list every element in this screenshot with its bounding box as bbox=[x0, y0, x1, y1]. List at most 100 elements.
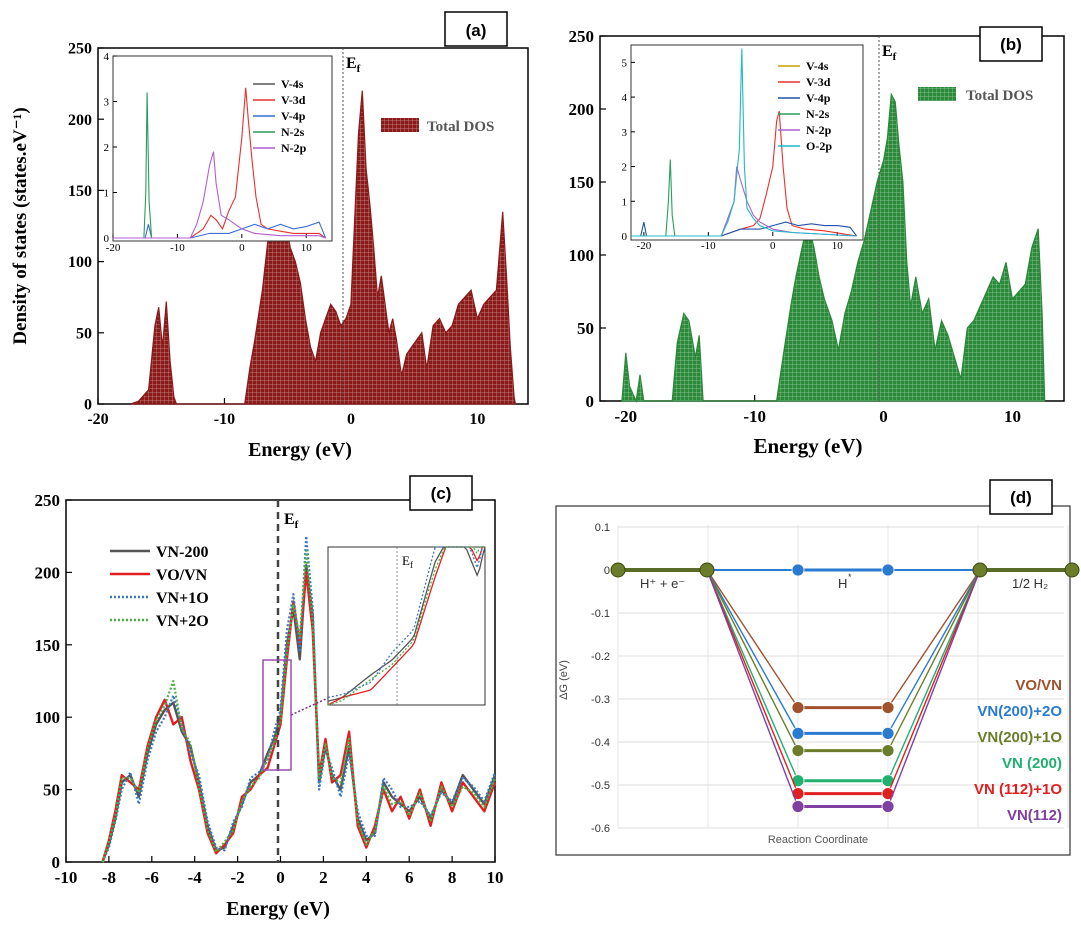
x-tick-label: 10 bbox=[469, 411, 485, 428]
inset-x-tick-label: -20 bbox=[637, 240, 652, 252]
inset-y-tick-label: 3 bbox=[622, 127, 628, 139]
y-tick-label: -0.3 bbox=[591, 694, 610, 706]
legend-label: VN+2O bbox=[156, 613, 209, 630]
path-vn-112-1o-marker bbox=[881, 787, 895, 800]
path-vn-112--marker bbox=[881, 800, 895, 813]
x-tick-label: -4 bbox=[188, 868, 203, 887]
inset-y-tick-label: 3 bbox=[104, 97, 110, 109]
panel-b-inset-legend: V-4s V-3d V-4p N-2s N-2p O-2p bbox=[778, 59, 832, 153]
label-product: 1/2 H₂ bbox=[1012, 576, 1048, 591]
panel-b-fermi-label: Ef bbox=[882, 43, 897, 63]
panel-d-plot: 0.1 0 -0.1 -0.2 -0.3 -0.4 -0.5 -0.6 ΔG (eV) React… bbox=[558, 522, 1080, 846]
path-vo-vn-marker bbox=[881, 701, 895, 714]
y-tick-label: 100 bbox=[68, 254, 92, 271]
inset-x-tick-label: -10 bbox=[170, 242, 185, 254]
x-tick-label: 0 bbox=[347, 411, 355, 428]
y-tick-label: 150 bbox=[569, 173, 595, 192]
inset-series bbox=[327, 546, 485, 706]
panel-d-label-box bbox=[989, 479, 1053, 515]
y-tick-label: 200 bbox=[35, 563, 61, 582]
y-tick-label: 0.1 bbox=[595, 522, 610, 534]
path-vn-112-1o-marker bbox=[791, 787, 805, 800]
path-vn-112--marker bbox=[791, 800, 805, 813]
y-tick-label: 200 bbox=[68, 112, 92, 129]
legend-label: VN (200) bbox=[1002, 755, 1062, 772]
panel-c-xlabel: Energy (eV) bbox=[226, 898, 330, 920]
y-tick-label: -0.4 bbox=[591, 737, 610, 749]
panel-c-label: (c) bbox=[431, 484, 452, 503]
y-tick-label: 250 bbox=[35, 491, 61, 510]
y-tick-label: 150 bbox=[35, 636, 61, 655]
inset-series-n-2p bbox=[631, 166, 857, 237]
panel-a-ylabel: Density of states (states.eV⁻¹) bbox=[10, 107, 31, 344]
path-vo-vn-marker bbox=[791, 701, 805, 714]
x-tick-label: -10 bbox=[743, 407, 766, 426]
y-tick-label: 50 bbox=[577, 319, 594, 338]
x-tick-label: 4 bbox=[362, 868, 371, 887]
legend-label: VN(112) bbox=[1007, 807, 1062, 824]
inset-y-tick-label: 1 bbox=[622, 196, 628, 208]
total-dos-area bbox=[621, 92, 1046, 404]
panel-a-legend-label: Total DOS bbox=[427, 119, 494, 135]
total-dos-area bbox=[130, 90, 517, 405]
inset-y-tick-label: 4 bbox=[104, 51, 110, 63]
panel-b-legend-swatch bbox=[918, 87, 956, 101]
y-tick-label: -0.6 bbox=[591, 823, 610, 835]
x-tick-label: -20 bbox=[614, 407, 637, 426]
panel-b-xlabel: Energy (eV) bbox=[753, 434, 862, 458]
y-tick-label: 0 bbox=[52, 853, 61, 872]
panel-c-inset-fermi-label: Ef bbox=[402, 553, 413, 570]
panel-c-inset-lines bbox=[327, 546, 486, 706]
y-tick-label: 200 bbox=[569, 100, 595, 119]
endpoint-marker bbox=[972, 562, 988, 578]
x-tick-label: -20 bbox=[87, 411, 108, 428]
legend-label: VN(200)+1O bbox=[977, 729, 1062, 746]
inset-y-tick-label: 2 bbox=[104, 142, 110, 154]
path-vn-200-2o-marker bbox=[791, 727, 805, 740]
inset-legend-label: N-2p bbox=[806, 123, 832, 137]
x-tick-label: 10 bbox=[487, 868, 504, 887]
x-tick-label: -10 bbox=[214, 411, 235, 428]
inset-legend-label: V-4s bbox=[806, 59, 829, 73]
panel-d: 0.1 0 -0.1 -0.2 -0.3 -0.4 -0.5 -0.6 ΔG (eV) React… bbox=[555, 479, 1080, 856]
inset-x-tick-label: 0 bbox=[239, 242, 245, 254]
inset-legend-label: O-2p bbox=[806, 139, 832, 153]
legend-label: VO/VN bbox=[1015, 677, 1062, 694]
inset-series-v-3d bbox=[113, 87, 326, 239]
inset-y-tick-label: 0 bbox=[622, 231, 628, 243]
legend-label: VN-200 bbox=[156, 544, 208, 561]
x-tick-label: 8 bbox=[448, 868, 457, 887]
x-tick-label: -6 bbox=[145, 868, 159, 887]
x-tick-label: 6 bbox=[405, 868, 414, 887]
legend-label: VN(200)+2O bbox=[977, 703, 1062, 720]
panel-c-label-box bbox=[409, 475, 473, 511]
y-axis-label: ΔG (eV) bbox=[558, 660, 570, 700]
inset-series-v-3d bbox=[631, 110, 857, 237]
y-tick-label: 50 bbox=[43, 781, 60, 800]
inset-x-tick-label: 0 bbox=[770, 240, 776, 252]
x-tick-label: -10 bbox=[55, 868, 78, 887]
endpoint-marker bbox=[1064, 562, 1080, 578]
panel-d-label: (d) bbox=[1010, 488, 1032, 507]
path-vn-200-1o-marker bbox=[791, 744, 805, 757]
inset-y-tick-label: 0 bbox=[104, 233, 110, 245]
y-tick-label: -0.1 bbox=[591, 608, 610, 620]
panel-c-legend: VN-200 VO/VN VN+1O VN+2O bbox=[110, 544, 209, 630]
panel-d-frame bbox=[555, 505, 1071, 856]
y-tick-label: 100 bbox=[35, 708, 61, 727]
inset-series-o-2p bbox=[631, 48, 857, 237]
x-tick-label: 0 bbox=[276, 868, 285, 887]
y-tick-label: -0.5 bbox=[591, 780, 610, 792]
inset-legend-label: N-2s bbox=[806, 107, 830, 121]
inset-x-tick-label: -20 bbox=[106, 242, 121, 254]
inset-legend-label: V-3d bbox=[281, 93, 306, 107]
panel-c-inset bbox=[327, 546, 486, 706]
inset-legend-label: V-4s bbox=[281, 77, 304, 91]
inset-x-tick-label: -10 bbox=[701, 240, 716, 252]
inset-x-tick-label: 10 bbox=[832, 240, 844, 252]
